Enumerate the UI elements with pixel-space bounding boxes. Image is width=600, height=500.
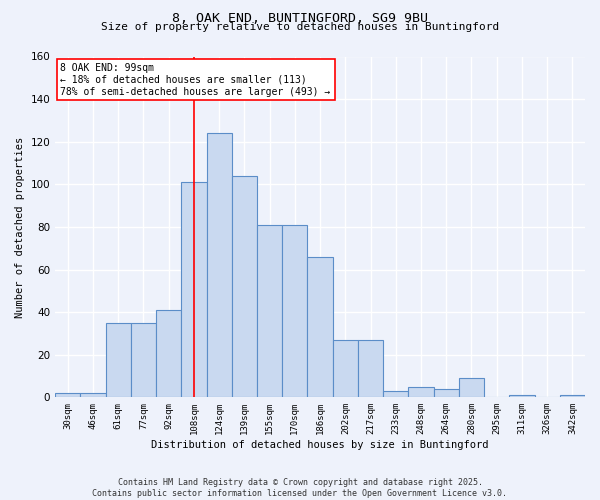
Bar [206, 133, 232, 398]
Text: Contains HM Land Registry data © Crown copyright and database right 2025.
Contai: Contains HM Land Registry data © Crown c… [92, 478, 508, 498]
Bar [409, 386, 434, 398]
X-axis label: Distribution of detached houses by size in Buntingford: Distribution of detached houses by size … [151, 440, 489, 450]
Bar [509, 395, 535, 398]
Bar [156, 310, 181, 398]
Bar [307, 256, 332, 398]
Bar [282, 225, 307, 398]
Bar [459, 378, 484, 398]
Bar [80, 393, 106, 398]
Bar [257, 225, 282, 398]
Bar [383, 391, 409, 398]
Bar [332, 340, 358, 398]
Bar [560, 395, 585, 398]
Bar [106, 323, 131, 398]
Text: Size of property relative to detached houses in Buntingford: Size of property relative to detached ho… [101, 22, 499, 32]
Bar [358, 340, 383, 398]
Text: 8, OAK END, BUNTINGFORD, SG9 9BU: 8, OAK END, BUNTINGFORD, SG9 9BU [172, 12, 428, 26]
Bar [131, 323, 156, 398]
Bar [55, 393, 80, 398]
Text: 8 OAK END: 99sqm
← 18% of detached houses are smaller (113)
78% of semi-detached: 8 OAK END: 99sqm ← 18% of detached house… [61, 64, 331, 96]
Bar [232, 176, 257, 398]
Bar [434, 389, 459, 398]
Bar [181, 182, 206, 398]
Y-axis label: Number of detached properties: Number of detached properties [15, 136, 25, 318]
